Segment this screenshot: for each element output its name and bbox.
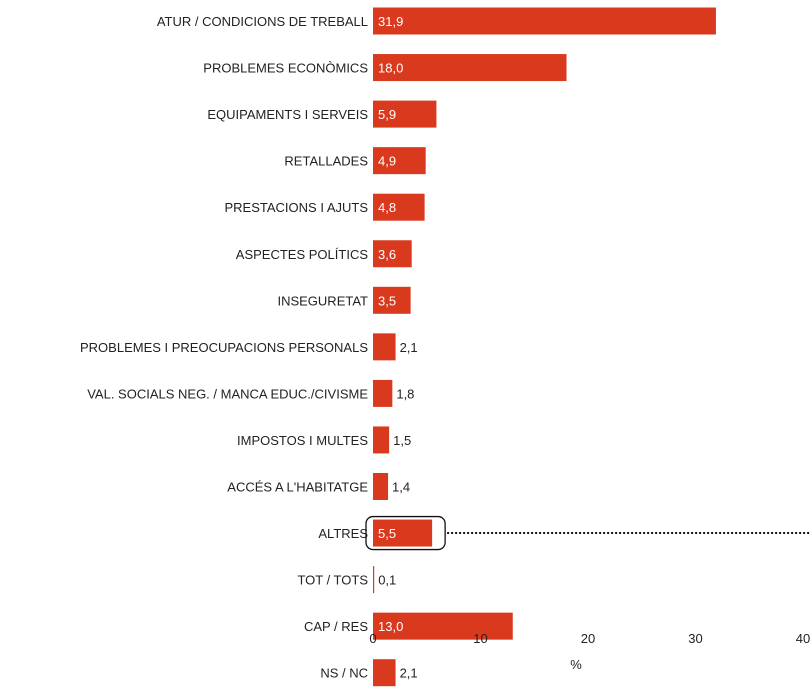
bar [373,333,396,361]
category-label: IMPOSTOS I MULTES [237,433,368,448]
category-label: ATUR / CONDICIONS DE TREBALL [157,14,368,29]
x-axis-ticks: 0 10 20 30 40 [369,631,810,646]
bar [373,54,567,82]
value-label: 5,9 [378,107,396,122]
x-tick-label: 10 [473,631,487,646]
x-tick-label: 40 [796,631,810,646]
bar [373,100,437,128]
value-label: 1,4 [392,480,410,495]
category-label: INSEGURETAT [277,293,368,308]
bar [373,240,412,268]
category-label: PRESTACIONS I AJUTS [224,200,368,215]
bar [373,286,411,314]
bars [373,7,716,687]
x-tick-label: 30 [688,631,702,646]
value-label: 0,1 [378,573,396,588]
category-label: NS / NC [320,666,368,681]
category-labels: ATUR / CONDICIONS DE TREBALL PROBLEMES EC… [80,14,368,681]
value-label: 5,5 [378,526,396,541]
category-label: PROBLEMES I PREOCUPACIONS PERSONALS [80,340,368,355]
bar [373,193,425,221]
bar [373,612,513,640]
bar [373,566,375,594]
category-label: ACCÉS A L'HABITATGE [227,480,368,495]
bar [373,426,390,454]
x-tick-label: 20 [581,631,595,646]
value-label: 18,0 [378,61,403,76]
bar [373,147,426,175]
category-label: VAL. SOCIALS NEG. / MANCA EDUC./CIVISME [87,386,368,401]
category-label: ASPECTES POLÍTICS [236,247,369,262]
value-label: 2,1 [400,666,418,681]
value-label: 1,8 [396,386,414,401]
x-tick-label: 0 [369,631,376,646]
x-axis-label: % [570,657,582,672]
value-label: 4,8 [378,200,396,215]
bar [373,519,433,547]
category-label: CAP / RES [304,619,368,634]
category-label: RETALLADES [284,154,368,169]
bar [373,7,716,35]
category-label: ALTRES [318,526,368,541]
bar [373,659,396,687]
category-label: TOT / TOTS [297,573,368,588]
value-label: 1,5 [393,433,411,448]
category-label: PROBLEMES ECONÒMICS [203,61,368,76]
value-label: 3,5 [378,293,396,308]
category-label: EQUIPAMENTS I SERVEIS [207,107,368,122]
value-label: 4,9 [378,154,396,169]
value-label: 13,0 [378,619,403,634]
value-label: 3,6 [378,247,396,262]
bar [373,379,393,407]
highlight-callout [365,515,810,551]
highlight-box [365,515,446,551]
bar [373,473,389,500]
value-label: 2,1 [400,340,418,355]
value-labels: 31,9 18,0 5,9 4,9 4,8 3,6 3,5 2,1 1,8 1,5 1,4 5,5 0,… [378,14,418,681]
value-label: 31,9 [378,14,403,29]
